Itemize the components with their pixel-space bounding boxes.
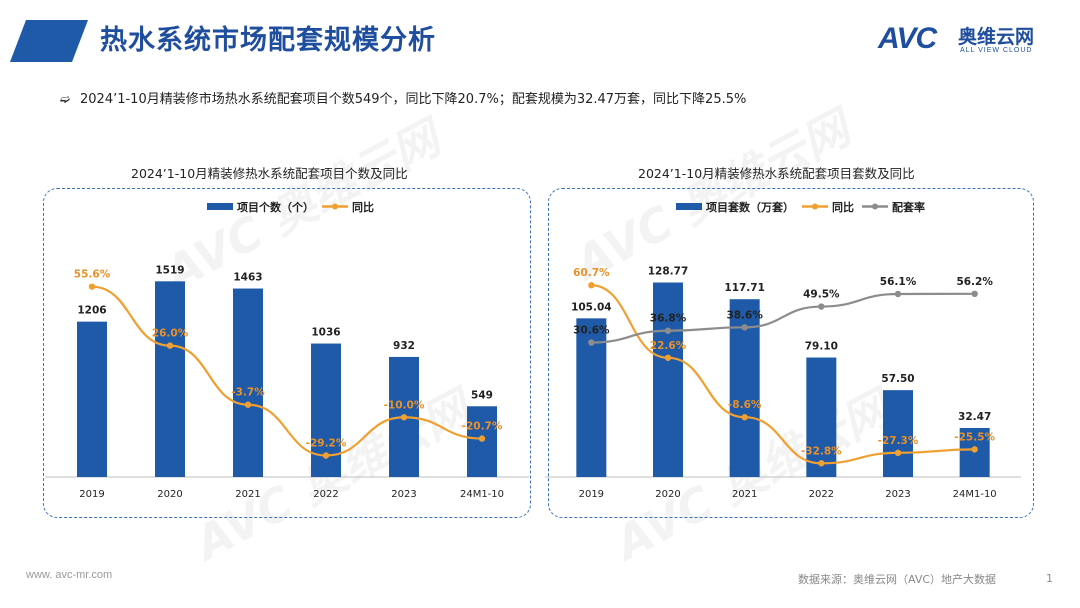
page-number: 1 xyxy=(1046,572,1053,585)
x-tick-label: 2022 xyxy=(313,489,338,500)
x-tick-label: 2019 xyxy=(79,489,104,500)
brand-logo: AVC 奥维云网 ALL VIEW CLOUD xyxy=(878,22,1048,62)
legend-label: 项目个数（个） xyxy=(237,200,314,214)
legend-marker xyxy=(332,203,338,210)
series-value-label: 30.6% xyxy=(573,325,610,337)
legend-label: 同比 xyxy=(352,200,374,214)
chart-panel-projects xyxy=(43,188,531,518)
series-value-label: 36.8% xyxy=(650,313,687,325)
double-arrow-icon: ➫ xyxy=(60,92,71,106)
x-tick-label: 2020 xyxy=(157,489,182,500)
bar-value-label: 57.50 xyxy=(881,373,914,385)
series-value-label: 60.7% xyxy=(573,267,610,279)
bar xyxy=(233,288,263,477)
x-tick-label: 2021 xyxy=(732,489,757,500)
data-source: 数据来源：奥维云网（AVC）地产大数据 xyxy=(798,573,997,586)
series-value-label: 26.0% xyxy=(152,328,189,340)
bar-value-label: 105.04 xyxy=(571,301,612,313)
bar-value-label: 128.77 xyxy=(648,266,689,278)
bar xyxy=(155,281,185,477)
series-point xyxy=(166,342,174,349)
page-title: 热水系统市场配套规模分析 xyxy=(100,25,436,56)
chart-panel-units xyxy=(548,188,1034,518)
series-point xyxy=(971,290,978,298)
series-value-label: 55.6% xyxy=(74,269,111,281)
website-link[interactable]: www. avc-mr.com xyxy=(26,569,113,581)
series-value-label: 38.6% xyxy=(726,309,763,321)
bar xyxy=(806,357,837,477)
series-point xyxy=(588,339,595,346)
series-value-label: -8.6% xyxy=(728,399,762,411)
series-value-label: 22.6% xyxy=(650,340,687,352)
series-point xyxy=(588,282,595,289)
series-point xyxy=(741,324,748,331)
series-point xyxy=(664,354,672,361)
bar-value-label: 79.10 xyxy=(805,341,838,353)
bar-value-label: 1519 xyxy=(155,264,184,276)
bar xyxy=(77,321,107,477)
x-tick-label: 2021 xyxy=(235,489,260,500)
series-line xyxy=(591,292,975,344)
chart-title: 2024’1-10月精装修热水系统配套项目套数及同比 xyxy=(638,166,915,181)
series-point xyxy=(971,446,978,453)
series-point xyxy=(88,283,96,290)
chart-title: 2024’1-10月精装修热水系统配套项目个数及同比 xyxy=(131,166,408,181)
legend-marker xyxy=(812,203,818,210)
bar-value-label: 32.47 xyxy=(958,411,991,423)
projects-chart: 项目个数（个） 同比 1206 1519 1463 1036 932 549 2019 2020 2… xyxy=(45,200,529,500)
bar-value-label: 1463 xyxy=(233,272,262,284)
logo-en: ALL VIEW CLOUD xyxy=(960,47,1033,54)
series-point xyxy=(894,290,902,298)
x-tick-label: 2020 xyxy=(655,489,680,500)
logo-cn: 奥维云网 xyxy=(958,26,1035,48)
legend-label: 配套率 xyxy=(892,200,925,214)
summary-text: 2024’1-10月精装修市场热水系统配套项目个数549个，同比下降20.7%；… xyxy=(80,92,747,107)
series-point xyxy=(894,449,902,457)
legend-label: 同比 xyxy=(832,200,854,214)
series-point xyxy=(741,414,748,421)
series-value-label: -25.5% xyxy=(954,431,995,443)
series-point xyxy=(664,327,672,334)
series-line xyxy=(91,285,483,457)
bar xyxy=(653,282,683,477)
series-value-label: -32.8% xyxy=(801,445,842,457)
series-value-label: -27.3% xyxy=(878,435,919,447)
series-point xyxy=(818,303,825,310)
series-value-label: -10.0% xyxy=(384,399,425,411)
series-point xyxy=(818,460,825,467)
series-value-label: 49.5% xyxy=(803,289,840,301)
bar xyxy=(883,390,913,477)
units-chart: 项目套数（万套） 同比 配套率 105.04 128.77 117.71 79.10 57.5… xyxy=(545,200,1021,500)
bar-value-label: 117.71 xyxy=(724,282,765,294)
series-point xyxy=(400,414,408,421)
summary-line: ➫ 2024’1-10月精装修市场热水系统配套项目个数549个，同比下降20.7%… xyxy=(60,88,746,107)
series-point xyxy=(244,401,252,408)
legend-swatch xyxy=(676,203,702,210)
series-point xyxy=(322,452,330,459)
x-tick-label: 2019 xyxy=(579,489,604,500)
legend-swatch xyxy=(207,203,233,210)
bar-value-label: 932 xyxy=(393,340,415,352)
legend-marker xyxy=(872,203,878,210)
series-value-label: -29.2% xyxy=(306,437,347,449)
header-accent-bar xyxy=(10,20,88,62)
x-tick-label: 2023 xyxy=(391,489,416,500)
bar-value-label: 1206 xyxy=(77,305,106,317)
x-tick-label: 2022 xyxy=(809,489,834,500)
series-value-label: 56.2% xyxy=(956,276,993,288)
series-point xyxy=(478,435,486,442)
x-tick-label: 2023 xyxy=(885,489,910,500)
bar-value-label: 1036 xyxy=(311,327,340,339)
series-value-label: 56.1% xyxy=(880,276,917,288)
x-tick-label: 24M1-10 xyxy=(953,489,997,500)
bar-value-label: 549 xyxy=(471,389,493,401)
series-value-label: -20.7% xyxy=(462,421,503,433)
series-value-label: -3.7% xyxy=(231,387,265,399)
legend-label: 项目套数（万套） xyxy=(706,200,794,214)
x-tick-label: 24M1-10 xyxy=(460,489,504,500)
logo-mark: AVC xyxy=(878,22,937,55)
